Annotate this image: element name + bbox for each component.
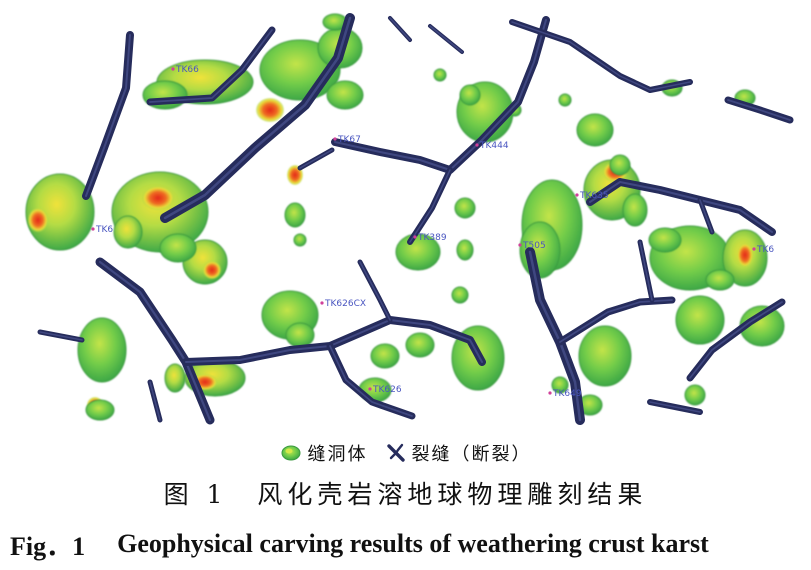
fracture-highlight — [329, 345, 413, 417]
karst-cavity-blob — [675, 295, 725, 345]
karst-cavity-blob — [454, 197, 476, 219]
karst-cavity-blob — [451, 286, 469, 304]
karst-cavity-layer — [25, 13, 785, 421]
karst-cavity-blob — [648, 227, 682, 253]
karst-cavity-blob — [456, 239, 474, 261]
fracture-highlight — [649, 401, 701, 413]
karst-cavity-blob — [622, 193, 648, 227]
legend-label-fracture: 裂缝（断裂） — [411, 444, 532, 465]
well-label: TK389 — [417, 233, 447, 243]
karst-cavity-blob — [164, 363, 186, 393]
well-label: TK444 — [479, 141, 509, 151]
fracture-highlight — [559, 299, 673, 343]
fracture-highlight — [511, 21, 691, 91]
fracture-highlight — [409, 169, 451, 243]
cavity-core-blob — [737, 243, 753, 267]
fracture-highlight — [39, 331, 83, 341]
fracture-line — [407, 167, 453, 245]
karst-cavity-blob — [285, 322, 315, 348]
fracture-highlight — [85, 34, 131, 197]
well-label: TK6 — [95, 225, 113, 235]
karst-cavity-blob — [684, 384, 706, 406]
well-marker — [518, 243, 522, 247]
well-marker — [413, 235, 417, 239]
caption-number-english: Fig．1 — [10, 531, 86, 561]
fracture-highlight — [98, 260, 212, 422]
well-marker — [475, 143, 479, 147]
well-label: TK626 — [372, 385, 402, 395]
fracture-highlight — [639, 241, 653, 301]
karst-cavity-blob — [558, 93, 572, 107]
well-marker — [548, 391, 552, 395]
well-marker — [320, 301, 324, 305]
well-label: TK67 — [337, 135, 361, 145]
cavity-core-blob — [203, 261, 221, 279]
well-marker — [171, 67, 175, 71]
karst-cavity-blob — [578, 325, 632, 387]
fracture-highlight — [299, 149, 333, 169]
green-blob-icon — [281, 445, 300, 461]
fracture-highlight — [185, 319, 483, 363]
well-marker — [575, 193, 579, 197]
fracture-highlight — [163, 16, 352, 220]
fracture-highlight — [359, 261, 391, 321]
cavity-core-blob — [142, 186, 174, 210]
well-label: TK6 — [756, 245, 774, 255]
caption-text-english: Geophysical carving results of weatherin… — [117, 529, 709, 558]
cavity-core-blob — [256, 98, 284, 122]
legend-item-cavity: 缝洞体 — [280, 440, 368, 466]
well-marker — [368, 387, 372, 391]
karst-cavity-blob — [405, 332, 435, 358]
cavity-core-blob — [28, 208, 48, 232]
well-label-layer: TK66 TK67 TK444 TK635 TK6 TK389 T505 TK6… — [91, 65, 774, 399]
fracture-layer — [37, 13, 794, 425]
fracture-highlight — [727, 99, 791, 121]
well-label: T505 — [522, 241, 546, 251]
fracture-highlight — [334, 19, 547, 171]
figure-caption-english: Fig．1 Geophysical carving results of wea… — [10, 526, 805, 562]
figure-legend: 缝洞体 裂缝（断裂） — [0, 438, 811, 468]
karst-cavity-blob — [705, 269, 735, 291]
karst-cavity-blob — [576, 113, 614, 147]
well-label: TK66 — [175, 65, 199, 75]
fracture-line — [331, 16, 550, 174]
fracture-highlight — [699, 199, 713, 233]
crack-icon — [386, 443, 405, 462]
fracture-highlight — [689, 301, 783, 379]
well-marker — [333, 137, 337, 141]
karst-cavity-blob — [77, 317, 127, 383]
well-marker — [91, 227, 95, 231]
karst-cavity-blob — [293, 233, 307, 247]
carving-result-figure: TK66 TK67 TK444 TK635 TK6 TK389 T505 TK6… — [25, 13, 794, 425]
fracture-highlight — [149, 29, 273, 103]
fracture-highlight — [429, 25, 463, 53]
karst-cavity-blob — [113, 215, 143, 249]
fracture-line — [82, 31, 134, 200]
fracture-highlight — [589, 181, 773, 233]
well-label: TK635 — [579, 191, 609, 201]
legend-label-cavity: 缝洞体 — [307, 444, 368, 465]
legend-item-fracture: 裂缝（断裂） — [386, 440, 532, 466]
karst-cavity-blob — [85, 399, 115, 421]
karst-cavity-blob — [326, 80, 364, 110]
fracture-highlight — [389, 17, 411, 41]
well-label: TK649 — [552, 389, 582, 399]
karst-cavity-blob — [370, 343, 400, 369]
karst-cavity-blob — [433, 68, 447, 82]
figure-caption-chinese: 图 1 风化壳岩溶地球物理雕刻结果 — [0, 476, 811, 510]
well-label: TK626CX — [324, 299, 366, 309]
karst-cavity-blob — [284, 202, 306, 228]
karst-cavity-blob — [25, 173, 95, 251]
fracture-highlight — [149, 381, 161, 421]
karst-cavity-blob — [459, 84, 481, 106]
karst-cavity-blob — [159, 233, 197, 263]
karst-cavity-blob — [551, 376, 569, 394]
karst-cavity-blob — [609, 154, 631, 176]
well-marker — [752, 247, 756, 251]
caption-number-chinese: 图 1 — [163, 480, 228, 509]
caption-text-chinese: 风化壳岩溶地球物理雕刻结果 — [257, 480, 648, 509]
